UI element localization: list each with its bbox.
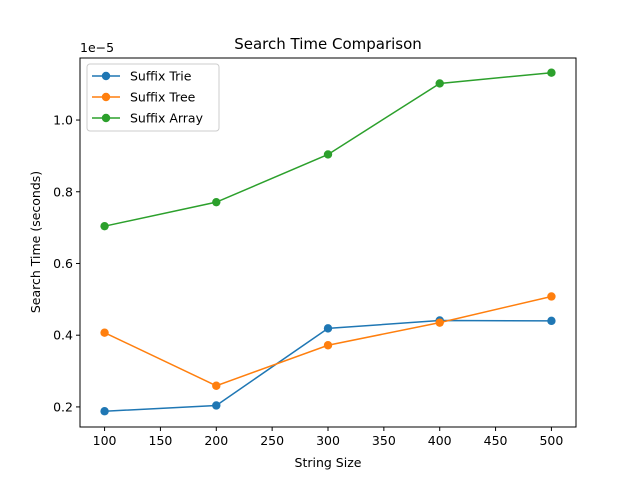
legend-label: Suffix Trie bbox=[130, 69, 192, 84]
x-axis-label: String Size bbox=[295, 455, 362, 470]
y-tick-label: 0.6 bbox=[53, 256, 73, 271]
legend-marker bbox=[102, 114, 110, 122]
y-offset-label: 1e−5 bbox=[80, 40, 114, 55]
x-tick-label: 500 bbox=[539, 433, 563, 448]
y-tick-label: 0.8 bbox=[53, 184, 73, 199]
chart-title: Search Time Comparison bbox=[234, 35, 422, 53]
legend: Suffix Trie Suffix Tree Suffix Array bbox=[87, 64, 219, 131]
x-tick-label: 150 bbox=[149, 433, 173, 448]
data-point-suffix-trie bbox=[547, 317, 555, 325]
data-point-suffix-array bbox=[324, 150, 332, 158]
series-suffix-tree bbox=[100, 292, 555, 390]
x-tick-label: 350 bbox=[372, 433, 396, 448]
legend-marker bbox=[102, 72, 110, 80]
x-tick-label: 250 bbox=[260, 433, 284, 448]
data-point-suffix-tree bbox=[100, 328, 108, 336]
data-point-suffix-tree bbox=[547, 292, 555, 300]
data-point-suffix-array bbox=[436, 79, 444, 87]
data-point-suffix-array bbox=[212, 198, 220, 206]
series-suffix-trie bbox=[100, 316, 555, 415]
legend-label: Suffix Tree bbox=[130, 90, 196, 105]
x-tick-label: 300 bbox=[316, 433, 340, 448]
y-axis-ticks: 0.2 0.4 0.6 0.8 1.0 bbox=[53, 113, 80, 415]
x-tick-label: 200 bbox=[204, 433, 228, 448]
x-axis-ticks: 100 150 200 250 300 350 400 450 500 bbox=[93, 427, 564, 448]
series-line-suffix-trie bbox=[105, 320, 552, 411]
y-tick-label: 1.0 bbox=[53, 113, 73, 128]
x-tick-label: 100 bbox=[93, 433, 117, 448]
data-point-suffix-array bbox=[547, 69, 555, 77]
y-tick-label: 0.2 bbox=[53, 399, 73, 414]
data-point-suffix-trie bbox=[324, 324, 332, 332]
data-point-suffix-tree bbox=[436, 318, 444, 326]
x-tick-label: 450 bbox=[484, 433, 508, 448]
legend-label: Suffix Array bbox=[130, 111, 204, 126]
data-point-suffix-tree bbox=[324, 341, 332, 349]
x-tick-label: 400 bbox=[428, 433, 452, 448]
data-point-suffix-array bbox=[100, 222, 108, 230]
legend-marker bbox=[102, 93, 110, 101]
y-axis-label: Search Time (seconds) bbox=[28, 171, 43, 313]
data-point-suffix-tree bbox=[212, 382, 220, 390]
y-tick-label: 0.4 bbox=[53, 328, 73, 343]
data-point-suffix-trie bbox=[100, 407, 108, 415]
data-point-suffix-trie bbox=[212, 401, 220, 409]
